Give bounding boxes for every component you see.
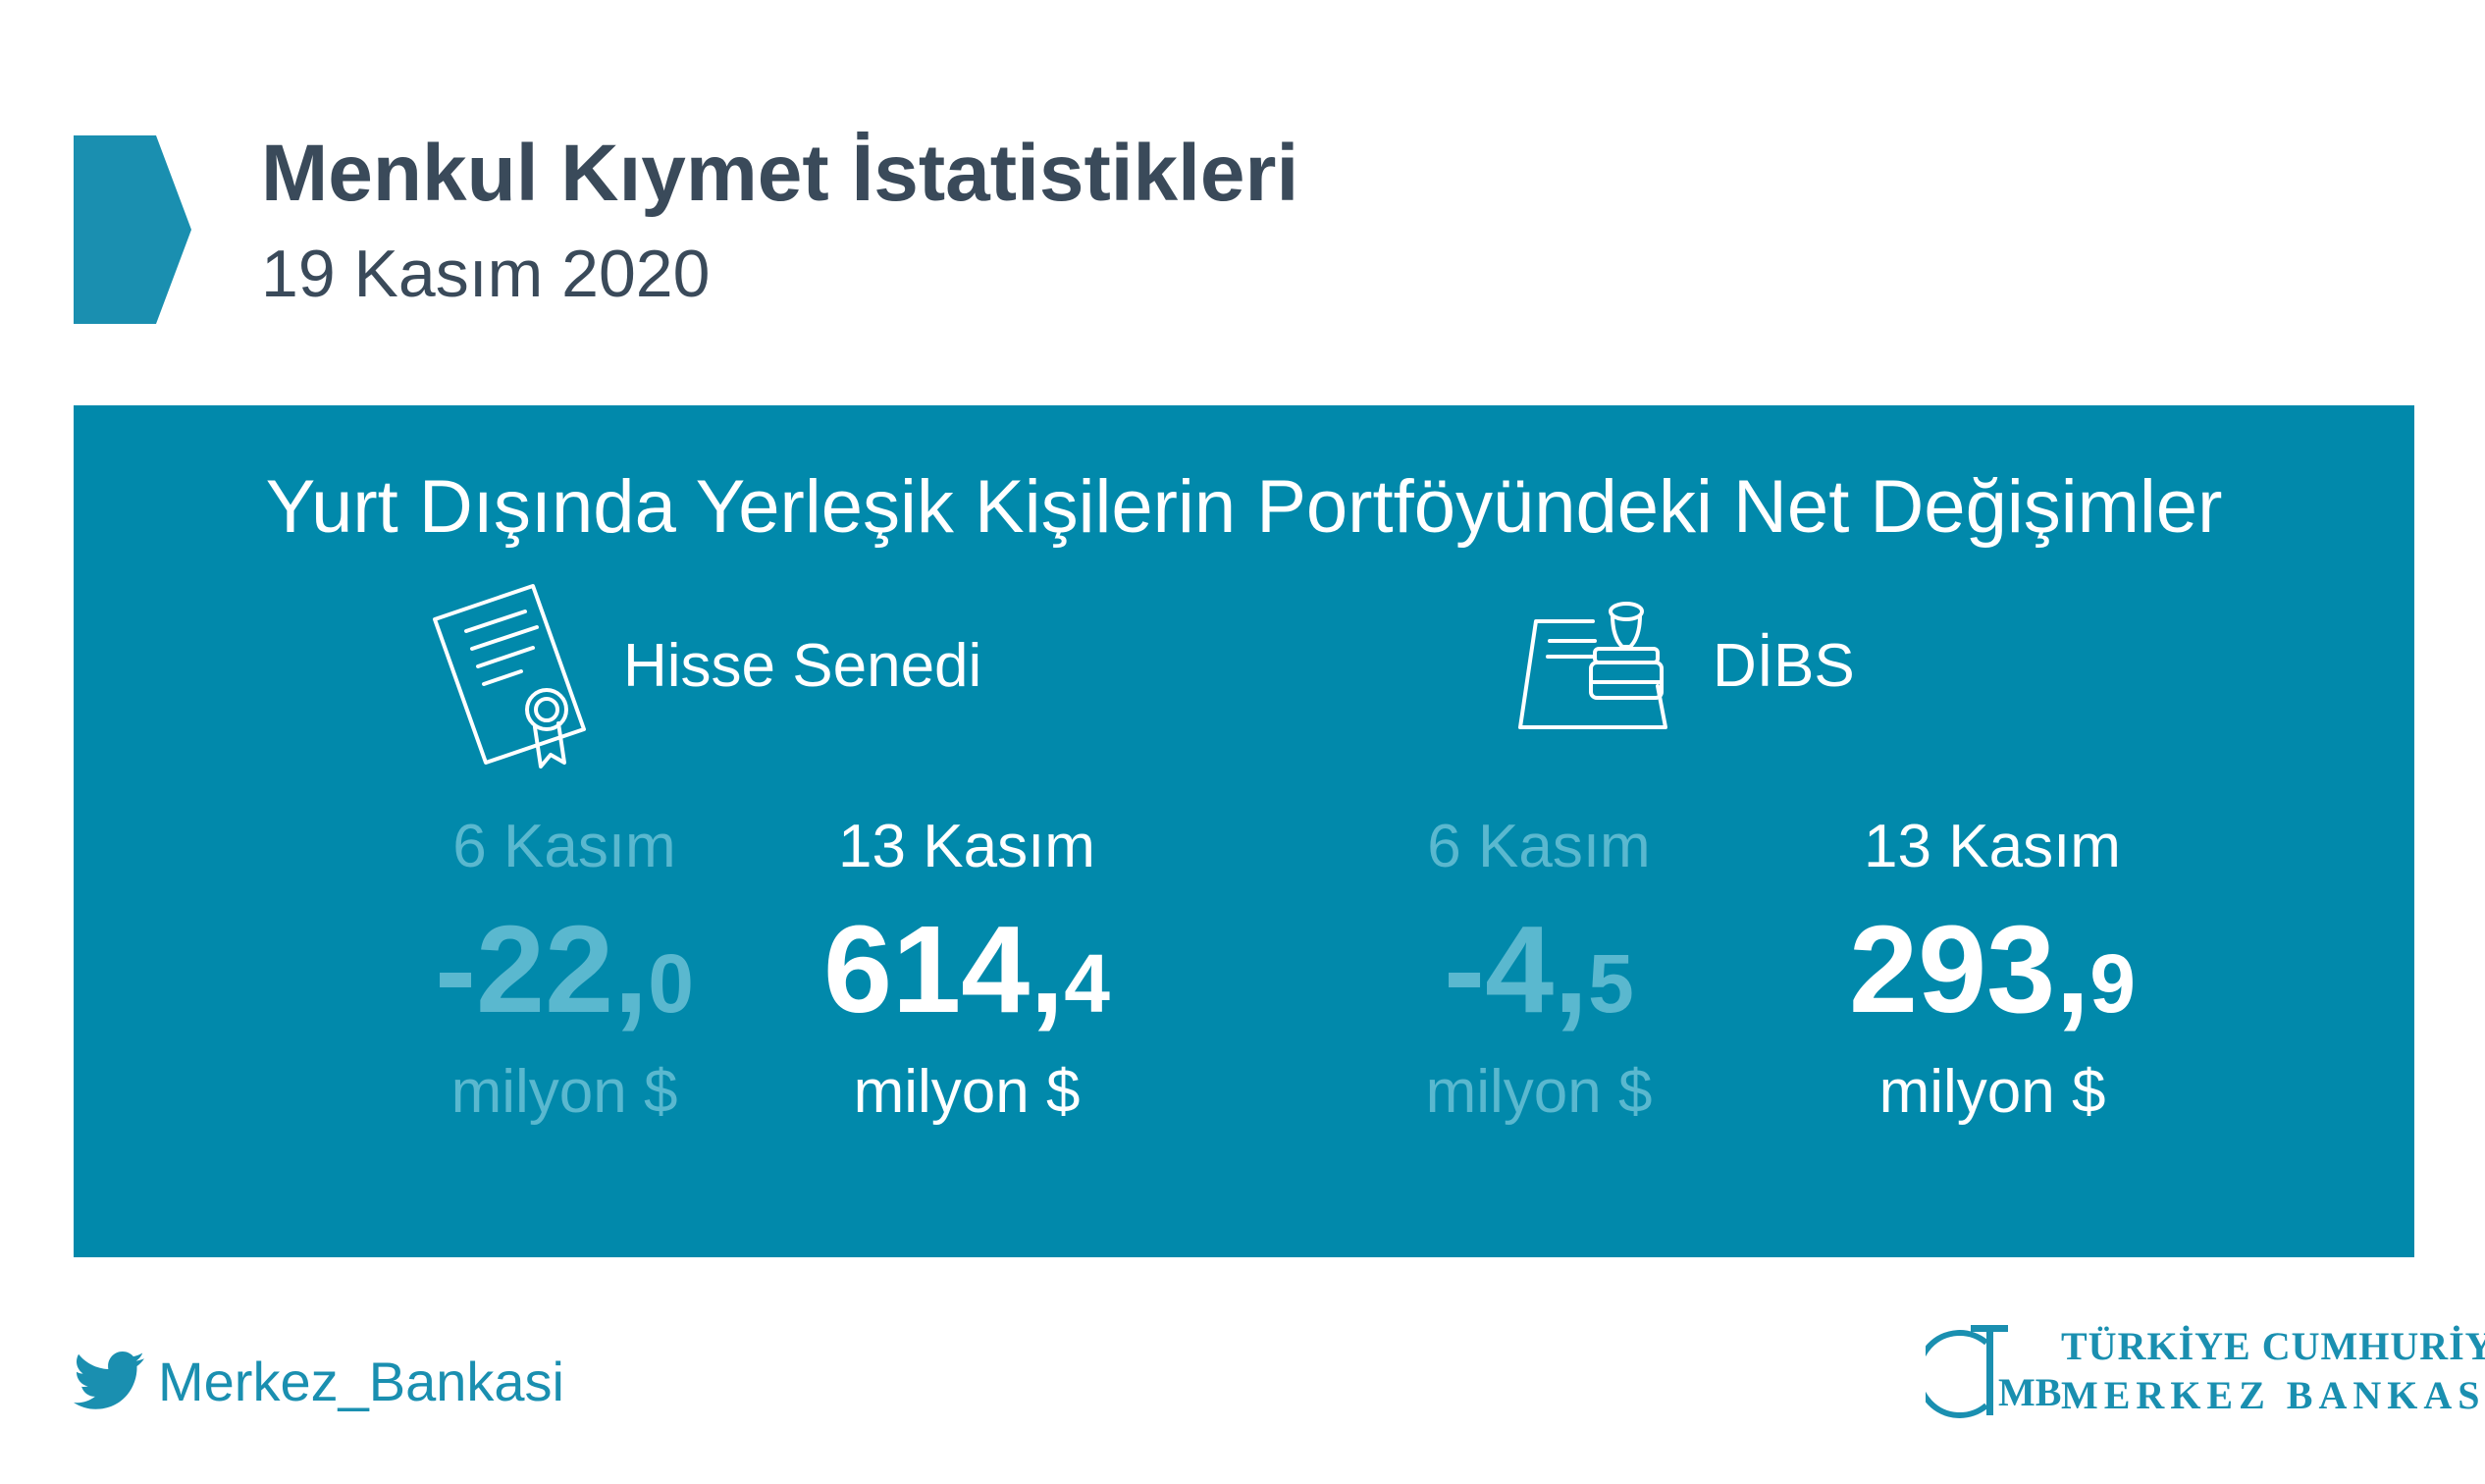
dibs-previous-column: 6 Kasım -4,5 milyon $ [1323, 803, 1755, 1137]
twitter-link[interactable]: Merkez_Bankasi [74, 1347, 564, 1415]
dibs-previous-value-integer: -4, [1444, 900, 1589, 1038]
dibs-current-value-decimal: 9 [2089, 937, 2136, 1030]
dibs-previous-value: -4,5 [1323, 891, 1755, 1048]
twitter-handle: Merkez_Bankasi [158, 1350, 564, 1412]
hisse-previous-period: 6 Kasım [452, 813, 676, 880]
hisse-current-value-decimal: 4 [1064, 937, 1110, 1030]
panel-title: Yurt Dışında Yerleşik Kişilerin Portföyü… [265, 465, 2223, 549]
section-label-hisse-senedi: Hisse Senedi [623, 632, 982, 700]
logo-line1: TÜRKİYE CUMHURİYET [2061, 1324, 2485, 1368]
certificate-icon [433, 584, 586, 768]
tcmb-logo: MB [1926, 1325, 2061, 1418]
dibs-current-period: 13 Kasım [1864, 813, 2121, 880]
hisse-current-period: 13 Kasım [838, 813, 1095, 880]
dibs-current-unit: milyon $ [1878, 1058, 2106, 1126]
hisse-previous-value-decimal: 0 [648, 937, 694, 1030]
hisse-current-column: 13 Kasım 614,4 milyon $ [751, 803, 1183, 1137]
stamp-icon [1518, 602, 1667, 729]
hisse-current-unit: milyon $ [853, 1058, 1081, 1126]
hisse-current-value: 614,4 [751, 891, 1183, 1048]
hisse-previous-value-integer: -22, [435, 900, 649, 1038]
header-chevron-shape [74, 135, 191, 324]
page-date: 19 Kasım 2020 [261, 237, 711, 311]
hisse-previous-column: 6 Kasım -22,0 milyon $ [348, 803, 780, 1137]
dibs-current-value: 293,9 [1776, 891, 2208, 1048]
logo-monogram: MB [1998, 1370, 2061, 1414]
section-label-dibs: DİBS [1713, 632, 1855, 700]
page-title: Menkul Kıymet İstatistikleri [261, 129, 1299, 218]
dibs-previous-value-decimal: 5 [1588, 937, 1634, 1030]
hisse-previous-unit: milyon $ [450, 1058, 678, 1126]
dibs-previous-period: 6 Kasım [1427, 813, 1651, 880]
logo-line2: MERKEZ BANKASI [2061, 1373, 2485, 1417]
twitter-bird-icon [74, 1352, 144, 1409]
stats-panel: Yurt Dışında Yerleşik Kişilerin Portföyü… [74, 405, 2414, 1257]
dibs-previous-unit: milyon $ [1425, 1058, 1653, 1126]
hisse-current-value-integer: 614, [823, 900, 1065, 1038]
hisse-previous-value: -22,0 [348, 891, 780, 1048]
dibs-current-value-integer: 293, [1849, 900, 2090, 1038]
dibs-current-column: 13 Kasım 293,9 milyon $ [1776, 803, 2208, 1137]
